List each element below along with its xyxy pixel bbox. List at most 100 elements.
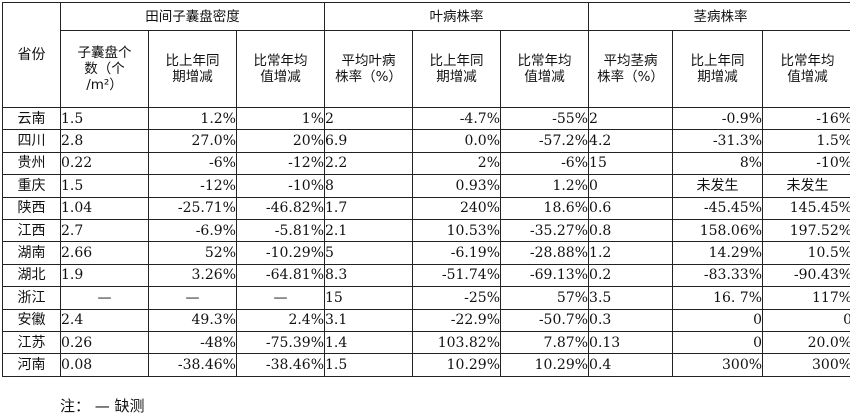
stem-avg-cell: 0 xyxy=(762,308,850,332)
sub-header-row: 子囊盘个 数（个 /m²） 比上年同 期增减 比常年均 值增减 平均叶病 株率（… xyxy=(3,30,850,108)
stem-yoy-cell: -31.3% xyxy=(672,129,764,153)
leaf-yoy-cell: 10.53% xyxy=(412,218,502,243)
table-row: 浙江 — — —15 -25% 57% 3.5 16. 7% 117% xyxy=(2,286,850,310)
density-count-cell: 1.5 xyxy=(60,106,149,131)
leaf-yoy-cell: -6.19% xyxy=(412,241,502,265)
leaf-avg-cell: -55% xyxy=(500,106,590,131)
table-row: 安徽2.449.3%2.4%3.1-22.9%-50.7%0.300 xyxy=(2,308,850,332)
group-header-row: 省份 田间子囊盘密度 叶病株率 茎病株率 xyxy=(2,2,850,108)
density-count-cell: 1.9 xyxy=(60,263,149,288)
density-count-cell: 1.5 xyxy=(60,174,149,198)
stem-yoy-cell: 14.29% xyxy=(672,241,764,265)
leaf-yoy-cell: 10.29% xyxy=(412,353,502,377)
density-count-cell: 2.7 xyxy=(60,218,149,243)
leaf-avg-cell: 18.6% xyxy=(500,196,590,220)
density-avg-header: 比常年均 值增减 xyxy=(235,30,326,108)
density-yoy-cell: -6.9% xyxy=(148,218,237,243)
leaf-rate-cell: 2 xyxy=(324,106,414,131)
stem-yoy-cell: 0 xyxy=(672,330,764,355)
density-count-cell: 0.08 xyxy=(60,353,149,377)
density-yoy-cell: — xyxy=(148,286,237,310)
stem-rate-cell: 15 xyxy=(588,151,674,176)
leaf-rate-cell: 3.1 xyxy=(324,308,414,332)
stem-rate-cell: 0.6 xyxy=(588,196,674,220)
province-cell: 重庆 xyxy=(2,174,61,198)
stem-yoy-cell: 8% xyxy=(672,151,764,176)
table-row: 四川 2.8 27.0% 20% 6.9 0.0% -57.2% 4.2 -31.3% 1.5% xyxy=(2,129,850,153)
density-avg-cell: 20% xyxy=(235,129,326,153)
leaf-group-header: 叶病株率 xyxy=(324,2,590,31)
leaf-rate-cell: 1.7 xyxy=(324,196,414,220)
stem-yoy-cell: 16. 7% xyxy=(672,286,764,310)
leaf-rate-cell: 2.1 xyxy=(324,218,414,243)
province-cell: 陕西 xyxy=(2,196,61,220)
stem-rate-cell: 1.2 xyxy=(588,241,674,265)
table-row: 陕西 1.04 -25.71% -46.82% 1.7 240% 18.6% 0.6 -45.4… xyxy=(2,196,850,220)
leaf-rate-cell: 8 xyxy=(324,174,414,198)
density-count-cell: 2.4 xyxy=(60,308,149,332)
leaf-rate-cell: 8.3 xyxy=(324,263,414,288)
density-count-cell: 2.66 xyxy=(60,241,149,265)
density-yoy-cell: -48% xyxy=(148,330,237,355)
leaf-avg-cell: 7.87% xyxy=(500,330,590,355)
leaf-rate-cell: 6.9 xyxy=(324,129,414,153)
density-avg-cell: -75.39% xyxy=(235,330,326,355)
stem-avg-cell: 1.5% xyxy=(762,129,850,153)
density-yoy-cell: -6% xyxy=(148,151,237,176)
density-avg-cell: -10.29% xyxy=(235,241,326,265)
stem-rate-cell: 0.4 xyxy=(588,353,674,377)
stem-rate-cell: 0.13 xyxy=(588,330,674,355)
stem-yoy-cell: 300% xyxy=(672,353,764,377)
stem-avg-header: 比常年均 值增减 xyxy=(762,30,850,108)
leaf-avg-cell: -69.13% xyxy=(500,263,590,288)
stem-avg-cell: 197.52% xyxy=(762,218,850,243)
leaf-rate-cell: 5 xyxy=(324,241,414,265)
stem-rate-header: 平均茎病 株率（%） xyxy=(588,30,674,108)
density-count-cell: 2.8 xyxy=(60,129,149,153)
leaf-yoy-header: 比上年同 期增减 xyxy=(412,30,502,108)
leaf-yoy-cell: 0.93% xyxy=(412,174,502,198)
density-avg-cell: — xyxy=(235,286,326,310)
stem-yoy-cell: 0 xyxy=(672,308,764,332)
table-row: 湖北 1.9 3.26% -64.81% 8.3 -51.74% -69.13% 0.2 -83… xyxy=(2,263,850,288)
stem-avg-cell: 300% xyxy=(762,353,850,377)
stem-yoy-header: 比上年同 期增减 xyxy=(672,30,764,108)
stem-avg-cell: 未发生 xyxy=(762,174,850,198)
density-count-header: 子囊盘个 数（个 /m²） xyxy=(60,30,149,108)
leaf-rate-cell: 1.4 xyxy=(324,330,414,355)
stem-yoy-cell: -0.9% xyxy=(672,106,764,131)
table-row: 重庆 1.5 -12% -10% 8 0.93% 1.2% 0 未发生 未发生 xyxy=(2,174,850,198)
leaf-avg-cell: 10.29% xyxy=(500,353,590,377)
province-cell: 湖南 xyxy=(2,241,61,265)
footnote: 注： — 缺测 xyxy=(60,397,145,415)
leaf-yoy-cell: 103.82% xyxy=(412,330,502,355)
stem-yoy-cell: 未发生 xyxy=(672,174,764,198)
leaf-avg-cell: -28.88% xyxy=(500,241,590,265)
density-count-cell: 0.22 xyxy=(60,151,149,176)
province-cell: 安徽 xyxy=(2,308,61,332)
leaf-avg-header: 比常年均 值增减 xyxy=(500,30,590,108)
stem-rate-cell: 2 xyxy=(588,106,674,131)
leaf-avg-cell: 1.2% xyxy=(500,174,590,198)
stem-avg-cell: -16% xyxy=(762,106,850,131)
density-yoy-cell: 3.26% xyxy=(148,263,237,288)
stem-group-header: 茎病株率 xyxy=(588,2,850,31)
leaf-avg-cell: -35.27% xyxy=(500,218,590,243)
density-count-cell: 0.26 xyxy=(60,330,149,355)
stem-rate-cell: 0.3 xyxy=(588,308,674,332)
density-yoy-cell: -38.46% xyxy=(148,353,237,377)
leaf-avg-cell: -57.2% xyxy=(500,129,590,153)
leaf-yoy-cell: -22.9% xyxy=(412,308,502,332)
table-row: 江苏 0.26 -48% -75.39% 1.4 103.82% 7.87% 0.13 0 20.… xyxy=(2,330,850,355)
stem-avg-cell: 20.0% xyxy=(762,330,850,355)
province-cell: 江苏 xyxy=(2,330,61,355)
density-yoy-cell: 52% xyxy=(148,241,237,265)
density-yoy-header: 比上年同 期增减 xyxy=(148,30,237,108)
density-avg-cell: -5.81% xyxy=(235,218,326,243)
density-avg-cell: 2.4% xyxy=(235,308,326,332)
table-body: 云南 1.5 1.2% 1% 2 -4.7% -55% 2 -0.9% -16% 四川 2.8 27.0… xyxy=(2,106,850,377)
density-avg-cell: -64.81% xyxy=(235,263,326,288)
stem-avg-cell: 145.45% xyxy=(762,196,850,220)
stem-yoy-cell: 158.06% xyxy=(672,218,764,243)
leaf-yoy-cell: 2% xyxy=(412,151,502,176)
